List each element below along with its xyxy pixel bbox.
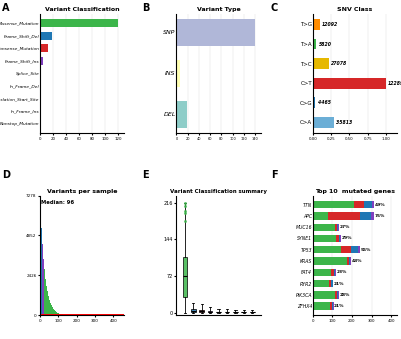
Bar bbox=[330, 280, 331, 287]
Bar bbox=[330, 302, 332, 310]
PathPatch shape bbox=[233, 312, 238, 313]
Text: 43%: 43% bbox=[352, 259, 362, 263]
Text: 4465: 4465 bbox=[318, 100, 331, 105]
Title: Variant Type: Variant Type bbox=[196, 7, 241, 12]
Bar bbox=[364, 201, 372, 208]
Bar bbox=[339, 235, 340, 242]
Text: 49%: 49% bbox=[375, 203, 386, 207]
Bar bbox=[335, 291, 337, 299]
Bar bbox=[313, 257, 347, 265]
Bar bbox=[337, 291, 338, 299]
Text: 55%: 55% bbox=[360, 248, 371, 252]
PathPatch shape bbox=[225, 312, 229, 313]
Bar bbox=[350, 257, 351, 265]
Bar bbox=[313, 302, 330, 310]
PathPatch shape bbox=[241, 312, 246, 313]
Bar bbox=[40, 19, 118, 27]
Text: F: F bbox=[271, 170, 277, 179]
Bar bbox=[332, 302, 333, 310]
Bar bbox=[360, 212, 371, 220]
Title: Variants per sample: Variants per sample bbox=[47, 189, 117, 194]
Bar bbox=[176, 60, 180, 87]
Bar bbox=[313, 291, 335, 299]
Text: 29%: 29% bbox=[342, 237, 352, 240]
Bar bbox=[341, 246, 351, 254]
PathPatch shape bbox=[250, 312, 255, 313]
Text: 27078: 27078 bbox=[331, 61, 347, 66]
Bar bbox=[328, 212, 360, 220]
Title: Top 10  mutated genes: Top 10 mutated genes bbox=[315, 189, 395, 194]
Bar bbox=[313, 58, 329, 69]
Bar bbox=[313, 235, 336, 242]
Bar bbox=[40, 57, 43, 65]
Bar bbox=[335, 223, 337, 231]
Bar bbox=[349, 257, 350, 265]
Bar bbox=[313, 246, 341, 254]
Bar bbox=[313, 117, 334, 128]
Bar bbox=[336, 235, 339, 242]
Bar bbox=[371, 212, 375, 220]
PathPatch shape bbox=[208, 311, 213, 313]
Bar bbox=[313, 223, 335, 231]
Bar bbox=[40, 44, 48, 52]
Bar bbox=[337, 223, 338, 231]
Bar bbox=[313, 280, 330, 287]
Text: 75%: 75% bbox=[375, 214, 385, 218]
Text: 27%: 27% bbox=[339, 225, 350, 229]
Bar bbox=[351, 246, 358, 254]
PathPatch shape bbox=[191, 309, 196, 312]
PathPatch shape bbox=[199, 310, 204, 312]
Text: 21%: 21% bbox=[334, 282, 344, 285]
Text: B: B bbox=[142, 3, 150, 13]
Text: 23%: 23% bbox=[336, 270, 347, 274]
Bar bbox=[340, 235, 341, 242]
Text: E: E bbox=[142, 170, 149, 179]
Text: 21%: 21% bbox=[334, 304, 344, 308]
Title: Variant Classification: Variant Classification bbox=[45, 7, 119, 12]
Bar bbox=[372, 201, 375, 208]
Bar bbox=[338, 291, 339, 299]
Bar bbox=[313, 212, 328, 220]
Bar bbox=[347, 257, 349, 265]
Bar bbox=[334, 269, 335, 276]
Bar bbox=[40, 69, 41, 78]
Bar bbox=[313, 269, 331, 276]
Text: A: A bbox=[2, 3, 10, 13]
Bar bbox=[358, 246, 360, 254]
Bar bbox=[313, 97, 316, 108]
Text: 28%: 28% bbox=[339, 293, 350, 297]
PathPatch shape bbox=[216, 312, 221, 313]
Text: C: C bbox=[271, 3, 278, 13]
Bar bbox=[335, 269, 336, 276]
Bar bbox=[332, 280, 333, 287]
Text: 35813: 35813 bbox=[336, 120, 352, 125]
Bar bbox=[333, 302, 334, 310]
Text: 122894: 122894 bbox=[388, 81, 401, 86]
Text: 5820: 5820 bbox=[318, 41, 332, 46]
Text: Median: 96: Median: 96 bbox=[41, 200, 74, 205]
Bar bbox=[176, 19, 255, 46]
Title: SNV Class: SNV Class bbox=[337, 7, 373, 12]
Bar bbox=[313, 78, 386, 88]
Text: 12092: 12092 bbox=[322, 22, 338, 27]
Bar bbox=[331, 280, 332, 287]
Text: D: D bbox=[2, 170, 10, 179]
Bar bbox=[354, 201, 364, 208]
Bar bbox=[313, 201, 354, 208]
Bar bbox=[313, 19, 320, 30]
Bar bbox=[313, 39, 316, 49]
Bar bbox=[40, 32, 52, 40]
Bar bbox=[176, 101, 186, 128]
Bar bbox=[331, 269, 334, 276]
PathPatch shape bbox=[182, 257, 187, 297]
Title: Variant Classification summary: Variant Classification summary bbox=[170, 189, 267, 194]
